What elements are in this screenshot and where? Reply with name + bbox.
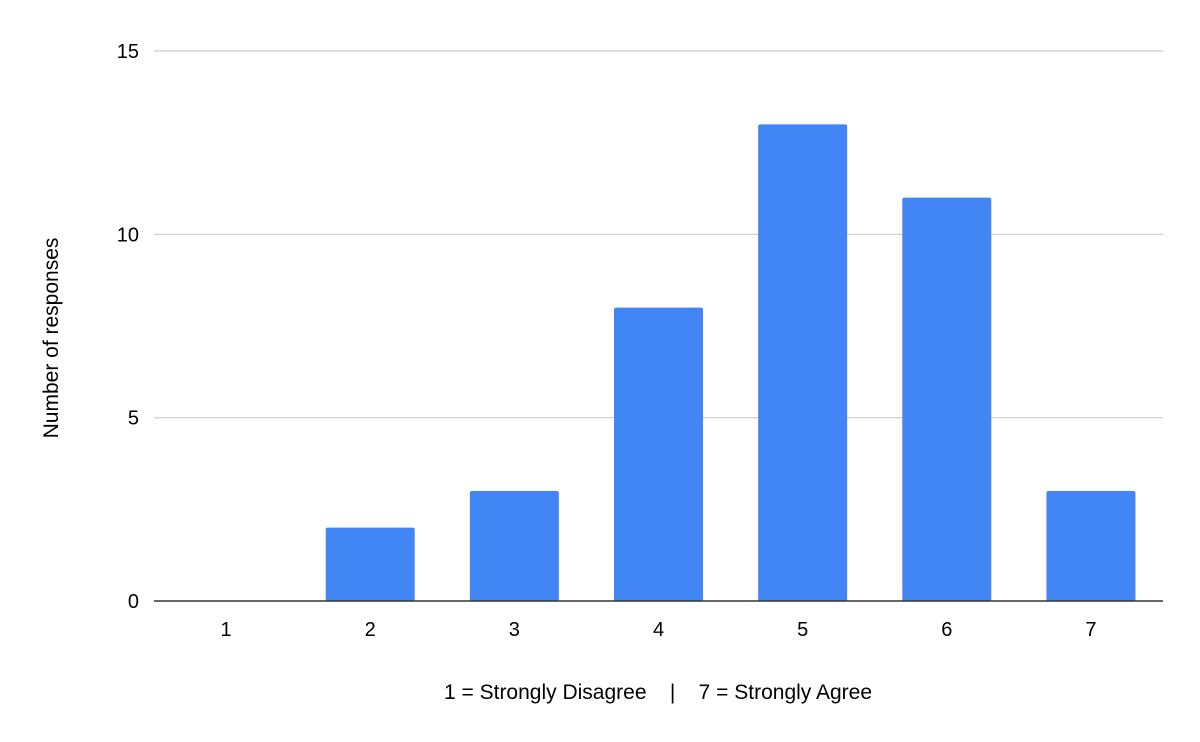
x-tick-label: 5: [797, 619, 808, 641]
x-tick-label: 7: [1085, 619, 1096, 641]
x-tick-label: 4: [653, 619, 664, 641]
bar-2: [325, 527, 415, 601]
x-tick-labels: 1 2 3 4 5 6 7: [221, 619, 1097, 641]
bars: [325, 124, 1136, 601]
y-tick-label: 15: [117, 41, 139, 63]
x-tick-label: 3: [509, 619, 520, 641]
bar-4: [614, 307, 703, 601]
y-tick-label: 10: [117, 224, 139, 246]
x-axis-title: 1 = Strongly Disagree | 7 = Strongly Agr…: [444, 681, 872, 704]
y-tick-label: 0: [128, 591, 139, 613]
x-tick-label: 1: [221, 619, 232, 641]
x-tick-label: 6: [941, 619, 952, 641]
y-tick-label: 5: [128, 408, 139, 430]
y-axis-title: Number of responses: [40, 238, 63, 439]
bar-6: [902, 197, 992, 601]
x-tick-label: 2: [365, 619, 376, 641]
bar-3: [469, 491, 559, 601]
bar-5: [758, 124, 848, 601]
bar-7: [1046, 491, 1136, 601]
y-tick-labels: 0 5 10 15: [117, 41, 139, 613]
